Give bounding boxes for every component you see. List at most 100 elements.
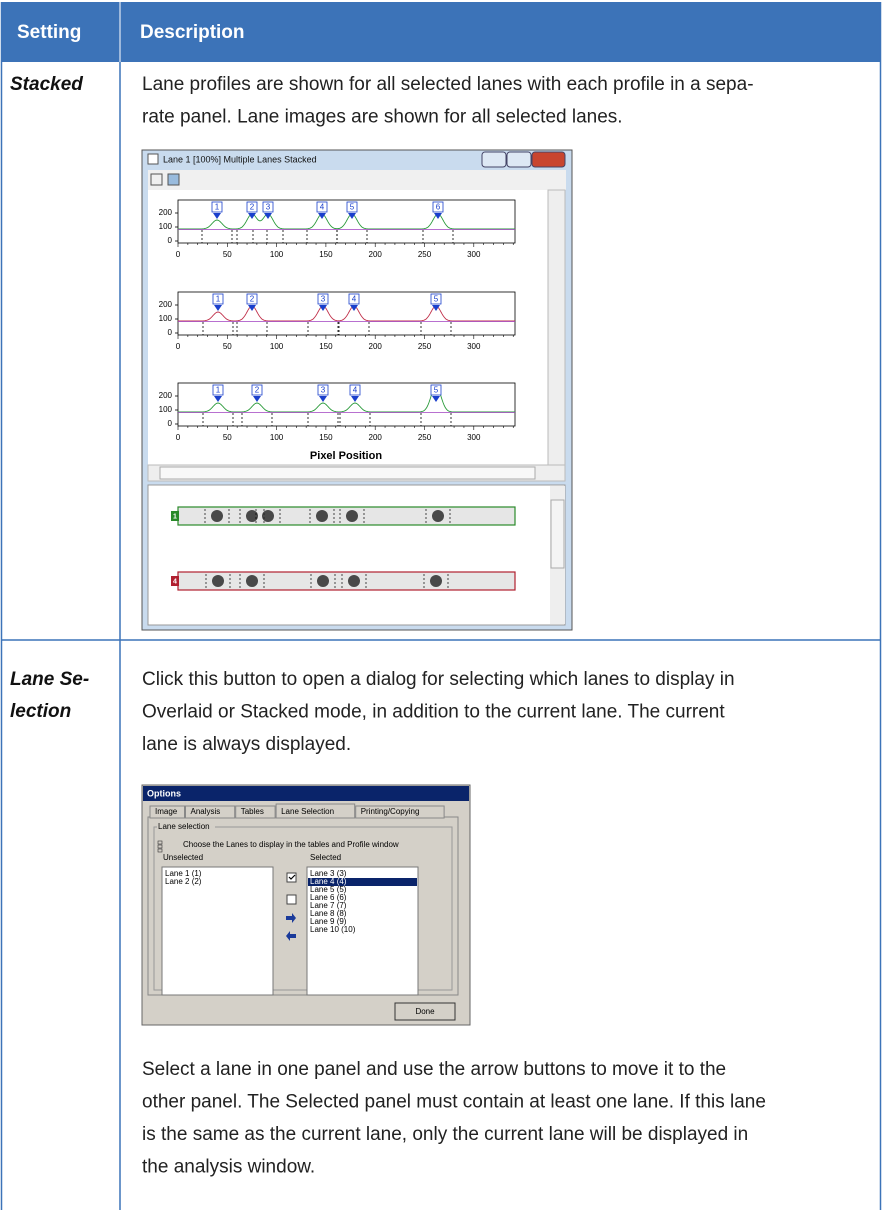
list-item: Lane 6 (6) [310, 893, 347, 902]
peak-arrow [348, 213, 356, 219]
arrow-left[interactable] [286, 931, 296, 941]
peak-arrow [213, 213, 221, 219]
x-tick-label: 50 [223, 250, 232, 259]
peak-box [262, 201, 274, 213]
group-label: Lane selection [158, 822, 210, 831]
list-item: Lane 2 (2) [165, 877, 202, 886]
check [288, 874, 296, 880]
listbox [161, 866, 274, 996]
tab [235, 805, 276, 819]
band [262, 510, 274, 522]
description-line: rate panel. Lane images are shown for al… [142, 107, 623, 128]
list-item: Lane 10 (10) [310, 925, 356, 934]
plot-pane [148, 190, 548, 465]
x-tick-label: 300 [467, 250, 481, 259]
list-item: Lane 1 (1) [165, 869, 202, 878]
profile-curve [178, 385, 515, 413]
x-tick-label: 150 [319, 250, 333, 259]
peak-arrow [214, 396, 222, 402]
peak-box [212, 293, 224, 305]
description-line: Lane profiles are shown for all selected… [142, 74, 754, 95]
x-tick-label: 150 [319, 342, 333, 351]
x-tick-label: 250 [418, 342, 432, 351]
peak-arrow [264, 213, 272, 219]
y-tick-label: 200 [159, 300, 173, 309]
x-tick-label: 200 [369, 250, 383, 259]
plot-axes [177, 382, 516, 427]
y-tick-label: 100 [159, 222, 173, 231]
x-tick-label: 200 [369, 342, 383, 351]
x-tick-label: 0 [176, 433, 181, 442]
plot-axes [177, 199, 516, 244]
button-label: Done [415, 1007, 435, 1016]
tab-label: Analysis [191, 807, 221, 816]
lane-label: 1 [173, 513, 177, 520]
selection [308, 878, 417, 886]
peak-label: 6 [436, 203, 441, 212]
peak-box [212, 384, 224, 396]
arrow-right[interactable] [286, 913, 296, 923]
y-tick-label: 100 [159, 405, 173, 414]
x-tick-label: 250 [418, 250, 432, 259]
description-line: other panel. The Selected panel must con… [142, 1092, 766, 1113]
header-bg [1, 2, 881, 62]
x-tick-label: 100 [270, 342, 284, 351]
v-scroll [547, 189, 566, 466]
peak-box [251, 384, 263, 396]
list-label: Unselected [163, 853, 203, 862]
peak-label: 3 [321, 295, 326, 304]
tab [149, 805, 185, 819]
x-tick-label: 250 [418, 433, 432, 442]
peak-label: 5 [434, 386, 439, 395]
peak-box [348, 293, 360, 305]
tool-icon [150, 173, 163, 186]
button[interactable] [394, 1002, 456, 1021]
tab-label: Lane Selection [281, 807, 334, 816]
x-tick-label: 300 [467, 342, 481, 351]
peak-box [432, 201, 444, 213]
plot-axes [177, 291, 516, 336]
lane-label: 4 [173, 578, 177, 585]
toolbar [148, 170, 566, 190]
window-title: Lane 1 [100%] Multiple Lanes Stacked [163, 154, 317, 164]
dialog-titlebar [143, 786, 469, 801]
hint: Choose the Lanes to display in the table… [183, 840, 399, 849]
peak-arrow [434, 213, 442, 219]
peak-box [430, 293, 442, 305]
peak-label: 2 [255, 386, 260, 395]
profile-curve [178, 305, 515, 322]
lane-image [177, 571, 516, 591]
icon-button[interactable] [286, 894, 297, 905]
y-tick-label: 200 [159, 391, 173, 400]
x-tick-label: 50 [223, 342, 232, 351]
peak-arrow [432, 396, 440, 402]
peak-label: 3 [321, 386, 326, 395]
groupbox [153, 826, 453, 991]
setting-label: Lane Se- [10, 669, 89, 690]
list-item: Lane 7 (7) [310, 901, 347, 910]
y-tick-label: 200 [159, 208, 173, 217]
tab-label: Tables [241, 807, 264, 816]
peak-arrow [432, 305, 440, 311]
x-tick-label: 300 [467, 433, 481, 442]
peak-label: 5 [434, 295, 439, 304]
peak-box [246, 293, 258, 305]
x-tick-label: 150 [319, 433, 333, 442]
description-line: Click this button to open a dialog for s… [142, 669, 735, 690]
band [246, 575, 258, 587]
list-item: Lane 8 (8) [310, 909, 347, 918]
peak-arrow [248, 305, 256, 311]
tab [185, 805, 236, 819]
peak-arrow [319, 396, 327, 402]
icon [157, 844, 163, 849]
peak-arrow [350, 305, 358, 311]
band [246, 510, 258, 522]
peak-box [316, 201, 328, 213]
peak-box [211, 201, 223, 213]
image-pane [147, 484, 566, 626]
peak-box [349, 384, 361, 396]
icon [157, 848, 163, 853]
tab-label: Image [155, 807, 178, 816]
icon-button[interactable] [286, 872, 297, 883]
